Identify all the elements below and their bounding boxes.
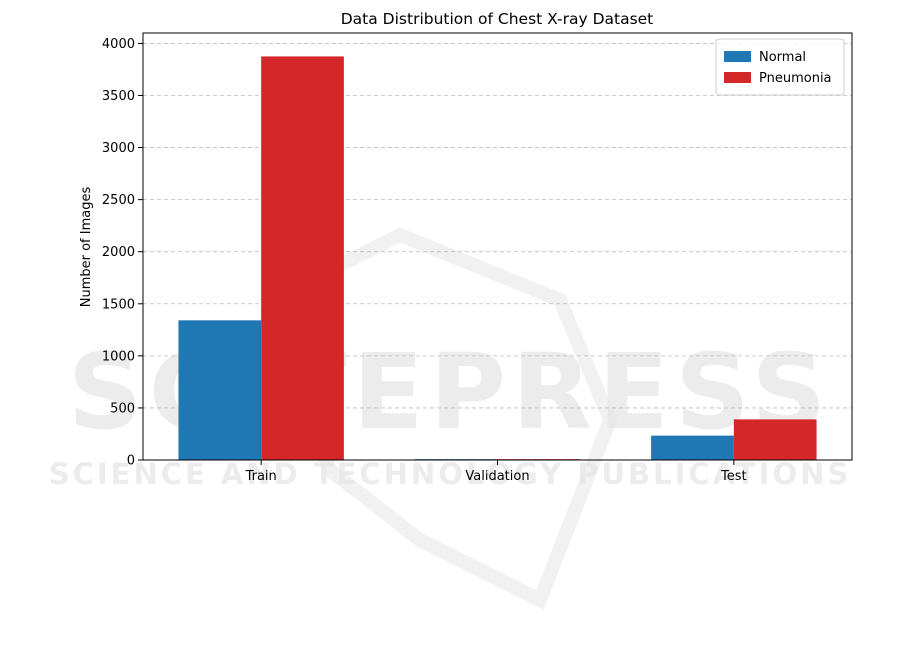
bar-pneumonia-test xyxy=(733,419,817,460)
bar-normal-test xyxy=(651,435,734,460)
y-axis-label: Number of Images xyxy=(79,187,94,308)
x-axis-ticks: Train Validation Test xyxy=(245,460,747,484)
watermark: SCITEPRESS SCIENCE AND TECHNOLOGY PUBLIC… xyxy=(49,227,852,610)
x-tick-label: Train xyxy=(245,469,277,484)
watermark-logo-shape xyxy=(261,227,618,610)
legend: Normal Pneumonia xyxy=(715,38,845,96)
legend-swatch-pneumonia xyxy=(724,72,751,83)
y-tick-label: 0 xyxy=(127,454,135,469)
watermark-sub-text: SCIENCE AND TECHNOLOGY PUBLICATIONS xyxy=(49,457,852,491)
x-tick-label: Validation xyxy=(465,469,529,484)
legend-box xyxy=(715,38,845,96)
legend-label-normal: Normal xyxy=(759,50,806,65)
bar-normal-train xyxy=(178,320,262,460)
legend-swatch-normal xyxy=(724,51,751,62)
bar-pneumonia-train xyxy=(261,56,344,461)
y-tick-label: 2000 xyxy=(102,245,135,260)
bars xyxy=(178,56,817,461)
y-tick-label: 3500 xyxy=(102,89,135,104)
y-axis-ticks: 0 500 1000 1500 2000 2500 3000 3500 4000 xyxy=(102,37,143,469)
y-tick-label: 2500 xyxy=(102,193,135,208)
y-tick-label: 3000 xyxy=(102,141,135,156)
y-tick-label: 500 xyxy=(110,401,135,416)
y-tick-label: 1500 xyxy=(102,297,135,312)
chart-title: Data Distribution of Chest X-ray Dataset xyxy=(341,10,654,28)
legend-label-pneumonia: Pneumonia xyxy=(759,71,832,86)
y-tick-label: 1000 xyxy=(102,349,135,364)
y-tick-label: 4000 xyxy=(102,37,135,52)
plot-frame xyxy=(142,32,853,461)
x-tick-label: Test xyxy=(720,469,747,484)
